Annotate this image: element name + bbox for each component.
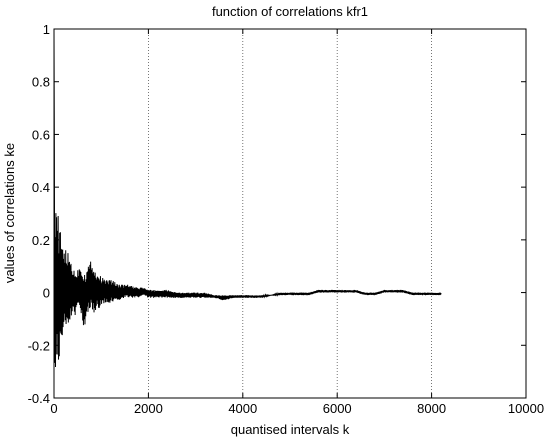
y-tick-label-3: 0.2	[32, 233, 50, 248]
x-tick-label-5: 10000	[508, 401, 544, 416]
y-tick-label-6: 0.8	[32, 75, 50, 90]
x-tick-label-0: 0	[50, 401, 57, 416]
x-tick-label-3: 6000	[323, 401, 352, 416]
y-tick-label-0: -0.4	[28, 391, 50, 406]
plot-frame	[53, 28, 527, 399]
y-tick-label-5: 0.6	[32, 127, 50, 142]
y-tick-labels: -0.4 -0.2 0 0.2 0.4 0.6 0.8 1	[28, 22, 50, 406]
x-tick-label-4: 8000	[417, 401, 446, 416]
x-tick-label-2: 4000	[228, 401, 257, 416]
x-tick-label-1: 2000	[134, 401, 163, 416]
ticks-layer	[53, 28, 527, 399]
y-tick-label-1: -0.2	[28, 338, 50, 353]
y-tick-label-4: 0.4	[32, 180, 50, 195]
chart-title: function of correlations kfr1	[212, 4, 368, 19]
grid-lines	[147, 29, 433, 398]
x-axis-label: quantised intervals k	[231, 422, 350, 437]
y-axis-label: values of correlations ke	[2, 143, 17, 283]
series-line-0	[53, 28, 442, 367]
y-tick-label-7: 1	[43, 22, 50, 37]
series-layer	[53, 28, 442, 367]
y-tick-label-2: 0	[43, 286, 50, 301]
x-tick-labels: 0 2000 4000 6000 8000 10000	[50, 401, 544, 416]
